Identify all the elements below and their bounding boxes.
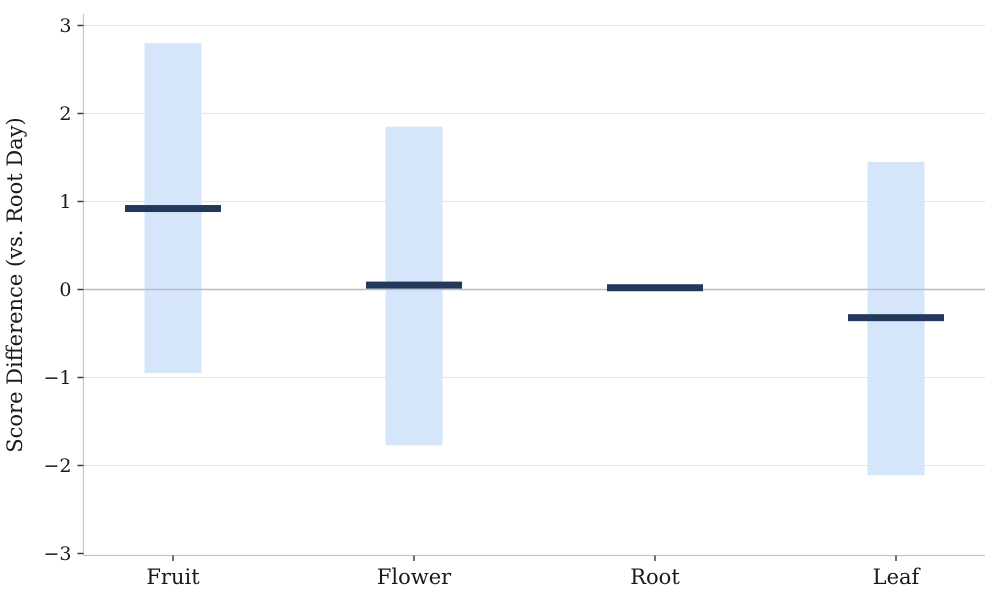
y-tick-label: 1 [59, 191, 71, 213]
axis-labels-layer: Score Difference (vs. Root Day) 3 2 1 0 −1 −2… [3, 15, 922, 589]
x-tick-label-root: Root [630, 565, 680, 589]
y-tick-label: −2 [43, 455, 71, 477]
y-tick-label: 2 [59, 103, 71, 125]
y-tick-label: −3 [43, 543, 71, 565]
y-tick-label: 0 [59, 279, 71, 301]
mean-line-leaf [848, 314, 944, 322]
axis-ticks-layer [77, 24, 897, 561]
x-tick-label-flower: Flower [377, 565, 452, 589]
x-tick-label-fruit: Fruit [146, 565, 200, 589]
x-tick-label-leaf: Leaf [873, 565, 922, 589]
y-axis-title: Score Difference (vs. Root Day) [3, 117, 27, 453]
mean-markers-layer [125, 205, 944, 322]
y-tick-label: −1 [43, 367, 71, 389]
mean-line-flower [366, 281, 462, 289]
mean-line-root [607, 284, 703, 292]
mean-line-fruit [125, 205, 221, 213]
axes-spines-layer [82, 14, 985, 557]
gridlines-layer [83, 24, 985, 467]
y-tick-label: 3 [59, 15, 71, 37]
range-bands-layer [144, 43, 925, 476]
